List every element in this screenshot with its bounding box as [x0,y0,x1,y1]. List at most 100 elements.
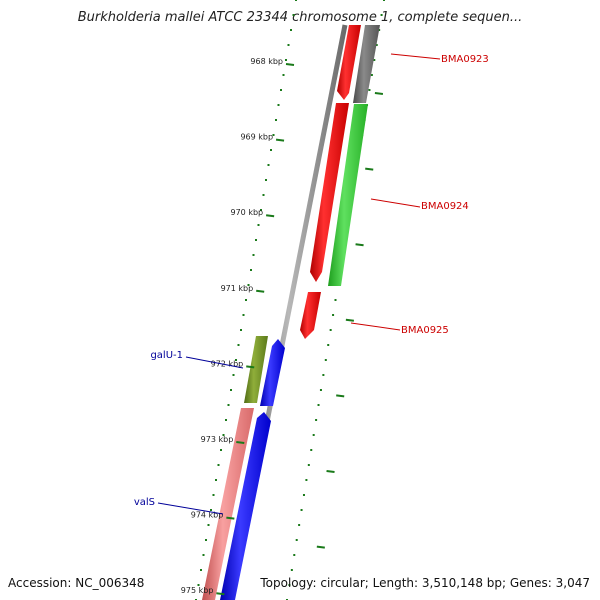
tick-mark-right [355,243,364,247]
gene-vals [202,408,254,600]
guide-dot [378,29,381,31]
guide-dot [205,539,207,541]
guide-dot [285,59,287,61]
gene-label-bma0925: BMA0925 [401,325,449,336]
guide-dot [202,554,205,556]
guide-dot [245,299,247,301]
gene-labels: BMA0923 BMA0924 BMA0925 galU-1 valS [134,53,489,515]
guide-dot [373,59,376,61]
guide-dot [277,104,280,106]
guide-dot [200,569,202,571]
guide-dot [247,284,250,286]
gene-bma0923-arrow [337,25,361,100]
gene-grey-top [353,25,380,103]
gene-label-vals: valS [134,497,155,508]
guide-dot [329,329,332,331]
guide-dot [220,449,222,451]
guide-dot [242,314,245,316]
gene-green [328,104,368,286]
tick-label: 970 kbp [231,208,264,217]
guide-dot [257,224,260,226]
guide-dot [332,314,335,316]
tick-label: 975 kbp [181,586,214,595]
tick-mark-right [336,394,345,398]
gene-label-leader [157,502,224,515]
guide-dot [240,329,242,331]
guide-dot [197,584,200,586]
gene-galu-1 [244,336,268,403]
gene-label-leader [350,322,401,331]
guide-dot [250,269,252,271]
tick-mark-right [345,318,354,322]
guide-dot [310,449,313,451]
guide-dot [383,0,385,1]
tick-label: 974 kbp [191,511,224,520]
tick-mark-left [285,63,295,66]
tick-label: 971 kbp [221,284,254,293]
gene-label-leader [185,356,244,369]
guide-dot [275,119,277,121]
gene-bma0925-arrow [300,292,321,339]
topology-text: Topology: circular; Length: 3,510,148 bp… [260,576,590,590]
guide-dot [327,344,330,346]
tick-mark-left [236,441,245,444]
kbp-ticks: 968 kbp 969 kbp 970 kbp 971 kbp 972 kbp 973 k… [181,57,384,595]
guide-dot [319,389,322,391]
tick-label: 972 kbp [211,359,244,368]
gene-blue-lower [220,412,271,600]
tick-mark-left [246,365,255,369]
guide-dot [260,209,262,211]
guide-dot [215,479,217,481]
tick-mark-right [374,92,384,95]
tick-label: 973 kbp [201,435,234,444]
guide-dot [270,149,272,151]
guide-dot [280,89,282,91]
guide-dot [232,374,235,376]
tick-mark-right [316,545,325,549]
guide-dot [305,479,308,481]
gene-features [202,25,380,600]
guide-dot [293,554,296,556]
guide-dot [207,524,210,526]
guide-dot [237,344,240,346]
guide-dot [322,374,325,376]
guide-dot [295,0,297,1]
guide-dot [292,14,295,16]
guide-dot [288,584,291,586]
gene-blue-upper [260,339,285,406]
guide-dot [295,539,298,541]
gene-label-bma0923: BMA0923 [441,54,489,65]
guide-dot [298,524,301,526]
gene-label-galu-1: galU-1 [150,350,183,361]
guide-dot [290,569,293,571]
guide-dot [252,254,255,256]
gene-label-leader [370,198,421,208]
guide-dot [302,494,305,496]
tick-mark-left [226,516,235,520]
guide-dot [307,464,310,466]
guide-dot [235,359,237,361]
guide-dot [225,419,227,421]
guide-dot [212,494,215,496]
guide-dot [265,179,267,181]
tick-label: 968 kbp [250,57,283,66]
guide-dot [230,389,232,391]
guide-dot [370,74,373,76]
accession-text: Accession: NC_006348 [8,576,145,590]
gene-label-bma0924: BMA0924 [421,201,469,212]
guide-dot [380,14,383,16]
guide-dot [227,404,230,406]
guide-dot [334,299,337,301]
gene-label-leader [390,53,441,60]
guide-dot [262,194,265,196]
guide-dot [217,464,220,466]
guide-dot [290,29,292,31]
guide-dot [282,74,285,76]
guide-dot [210,509,212,511]
guide-dot [287,44,290,46]
gene-bma0924-arrow [310,103,349,282]
guide-dot [300,509,303,511]
tick-mark-left [265,214,275,218]
tick-mark-right [326,470,335,473]
